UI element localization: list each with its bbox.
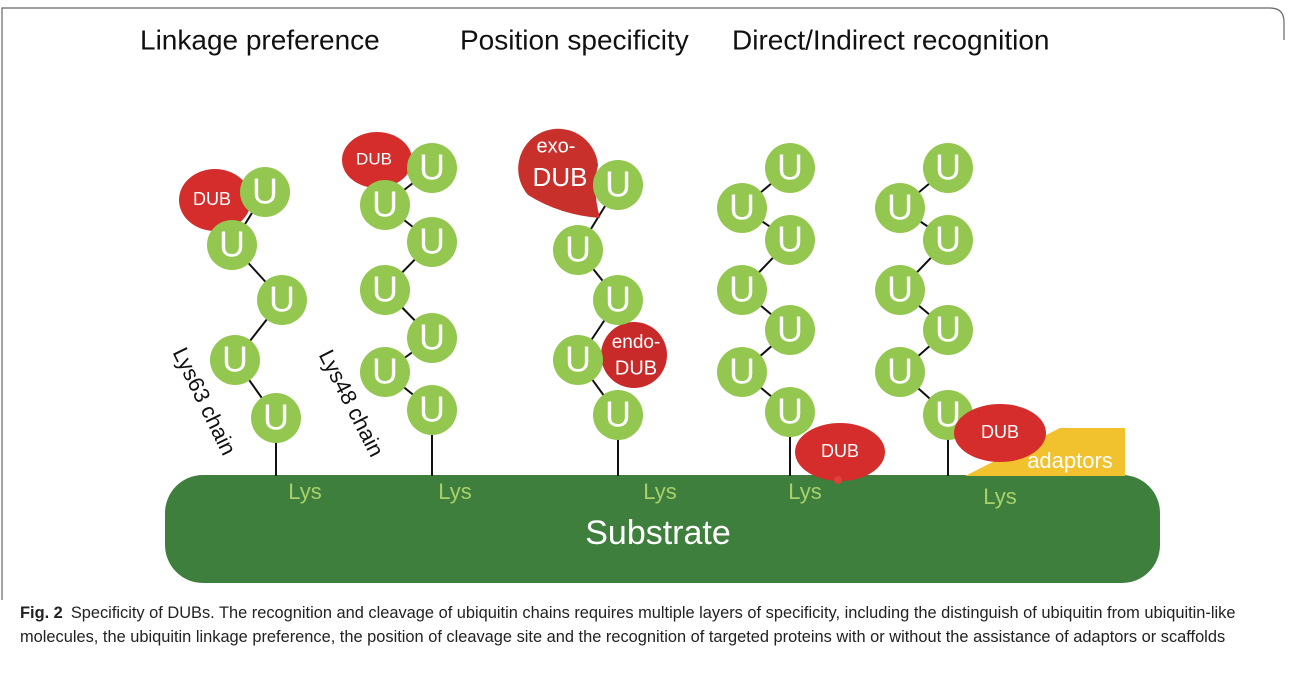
ubiquitin-label: U bbox=[605, 164, 631, 205]
ubiquitin-label: U bbox=[935, 219, 961, 260]
ubiquitin-label: U bbox=[729, 269, 755, 310]
dub-label: DUB bbox=[356, 149, 392, 168]
header: Linkage preference bbox=[140, 24, 380, 55]
dub-label: endo- bbox=[612, 332, 661, 353]
ubiquitin-label: U bbox=[935, 147, 961, 188]
lys-label: Lys bbox=[288, 479, 321, 504]
ubiquitin-label: U bbox=[729, 351, 755, 392]
ubiquitin-label: U bbox=[777, 391, 803, 432]
ubiquitin-label: U bbox=[605, 394, 631, 435]
dub-label: DUB bbox=[193, 189, 231, 209]
dub-label: DUB bbox=[981, 422, 1019, 442]
substrate-label: Substrate bbox=[585, 514, 731, 552]
ubiquitin-label: U bbox=[419, 147, 445, 188]
caption-text: Specificity of DUBs. The recognition and… bbox=[20, 604, 1235, 646]
dub-label: DUB bbox=[821, 441, 859, 461]
ubiquitin-label: U bbox=[777, 219, 803, 260]
adaptors-label: adaptors bbox=[1027, 448, 1113, 473]
ubiquitin-label: U bbox=[263, 397, 289, 438]
ubiquitin-label: U bbox=[419, 389, 445, 430]
page: UUUUUUUUUUUUUUUUUUUUUUUUUUUUUUU DUBLysLy… bbox=[0, 0, 1290, 676]
ubiquitin-label: U bbox=[252, 171, 278, 212]
ubiquitin-label: U bbox=[219, 224, 245, 265]
ubiquitin-label: U bbox=[372, 269, 398, 310]
ubiquitin-label: U bbox=[777, 309, 803, 350]
ubiquitin-label: U bbox=[222, 339, 248, 380]
lys-label: Lys bbox=[983, 484, 1016, 509]
ubiquitin-label: U bbox=[372, 184, 398, 225]
ubiquitin-label: U bbox=[269, 279, 295, 320]
ubiquitin-label: U bbox=[887, 269, 913, 310]
caption-label: Fig. 2 bbox=[20, 604, 63, 622]
lys-label: Lys bbox=[643, 479, 676, 504]
dub-dot bbox=[834, 476, 842, 484]
dub-label: DUB bbox=[615, 357, 657, 379]
ubiquitin-label: U bbox=[729, 187, 755, 228]
lys-label: Lys bbox=[438, 479, 471, 504]
lys-label: Lys bbox=[788, 479, 821, 504]
ubiquitin-label: U bbox=[419, 221, 445, 262]
ubiquitin-label: U bbox=[935, 309, 961, 350]
ubiquitin-label: U bbox=[565, 339, 591, 380]
ubiquitin-label: U bbox=[887, 351, 913, 392]
header: Position specificity bbox=[460, 24, 689, 55]
ubiquitin-label: U bbox=[565, 229, 591, 270]
dub-label: exo- bbox=[537, 135, 576, 157]
dub-label: DUB bbox=[533, 162, 588, 192]
ubiquitin-label: U bbox=[887, 187, 913, 228]
ubiquitin-label: U bbox=[777, 147, 803, 188]
ubiquitin-label: U bbox=[372, 351, 398, 392]
header: Direct/Indirect recognition bbox=[732, 24, 1049, 55]
ubiquitin-label: U bbox=[419, 317, 445, 358]
ubiquitin-label: U bbox=[605, 279, 631, 320]
